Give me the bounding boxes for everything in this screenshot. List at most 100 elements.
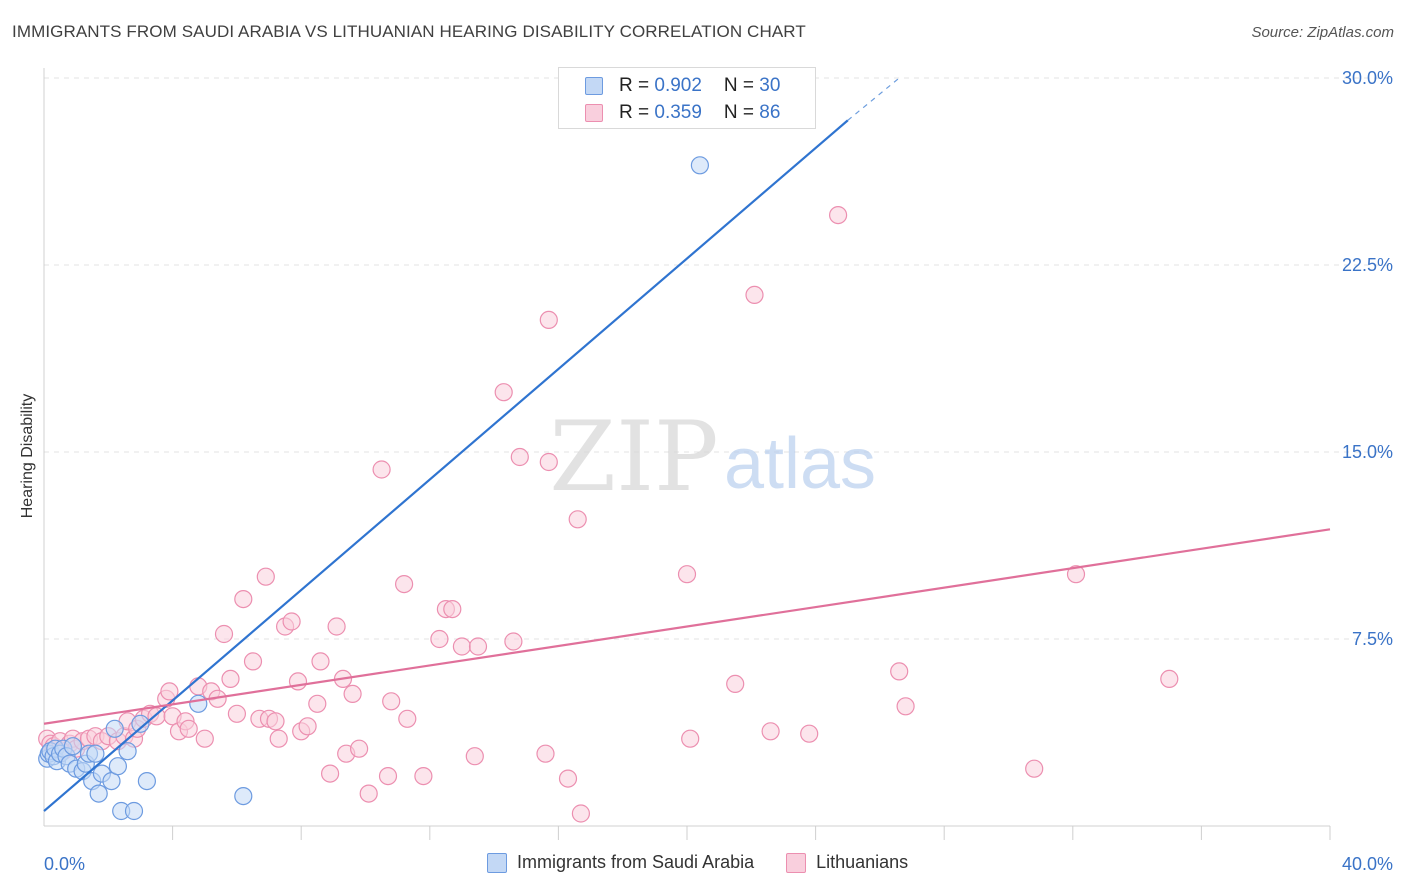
- gridlines: [44, 77, 1394, 640]
- y-tick-label-2: 22.5%: [1342, 255, 1393, 275]
- legend-swatch-pink: [585, 104, 603, 122]
- lithuanians-point-71: [539, 310, 558, 329]
- lithuanians-point-33: [227, 704, 246, 723]
- saudi-arabia-point-26: [131, 714, 150, 733]
- axes: [43, 68, 1331, 840]
- lithuanians-point-78: [726, 674, 745, 694]
- lithuanians-point-66: [468, 637, 488, 656]
- legend-item-saudi-arabia: Immigrants from Saudi Arabia: [487, 852, 754, 873]
- lithuanians-point-57: [382, 692, 401, 711]
- y-tick-label-1: 15.0%: [1342, 442, 1393, 462]
- lithuanians-point-34: [234, 589, 253, 609]
- lithuanians-point-48: [321, 764, 340, 783]
- lithuanians-point-54: [359, 784, 378, 803]
- lithuanians-point-83: [890, 662, 909, 681]
- lithuanians-point-72: [539, 452, 558, 472]
- lithuanians-point-28: [195, 729, 214, 748]
- saudi-arabia-point-27: [189, 694, 208, 713]
- lithuanians-point-47: [311, 652, 330, 671]
- lithuanians-point-74: [568, 510, 587, 529]
- lithuanians-point-59: [398, 709, 417, 728]
- trend-line-saudi-arabia-extension: [847, 77, 900, 121]
- lithuanians-point-39: [266, 712, 285, 731]
- n-value-pink: 86: [759, 102, 781, 123]
- lithuanians-point-56: [378, 766, 398, 786]
- lithuanians-point-52: [343, 684, 362, 704]
- lithuanians-point-46: [308, 694, 327, 713]
- lithuanians-point-61: [430, 629, 449, 649]
- lithuanians-point-81: [800, 724, 819, 743]
- trend-line-saudi-arabia: [43, 119, 849, 812]
- watermark-zip: ZIP: [549, 401, 718, 513]
- tick-labels: 7.5% 15.0% 22.5% 30.0% 0.0% 40.0%: [44, 68, 1393, 874]
- x-tick-label-min: 0.0%: [44, 854, 85, 874]
- source-label: Source: ZipAtlas.com: [1251, 24, 1394, 41]
- lithuanians-point-85: [1025, 759, 1044, 778]
- saudi-arabia-point-28: [234, 786, 253, 806]
- lithuanians-point-35: [243, 652, 263, 671]
- lithuanians-point-58: [395, 574, 414, 594]
- lithuanians-point-22: [160, 682, 179, 701]
- legend-swatch-blue: [487, 852, 507, 873]
- saudi-arabia-point-21: [89, 784, 108, 803]
- legend-stats-blue: R = 0.902 N = 30: [619, 75, 780, 97]
- lithuanians-point-49: [327, 617, 346, 636]
- r-value-pink: 0.359: [654, 102, 702, 123]
- lithuanians-point-65: [465, 747, 484, 766]
- n-label: N =: [723, 75, 760, 96]
- lithuanians-point-45: [298, 717, 317, 736]
- lithuanians-point-68: [504, 632, 523, 651]
- saudi-arabia-point-20: [108, 757, 128, 776]
- saudi-arabia-point-16: [86, 744, 105, 763]
- x-tick-label-max: 40.0%: [1342, 854, 1393, 874]
- lithuanians-point-73: [558, 769, 578, 788]
- legend-stats-pink: R = 0.359 N = 86: [619, 102, 780, 124]
- lithuanians-point-87: [1160, 669, 1179, 689]
- correlation-legend: R = 0.902 N = 30 R = 0.359 N = 86: [558, 67, 816, 129]
- r-label: R =: [619, 102, 655, 123]
- lithuanians-point-32: [214, 624, 234, 644]
- watermark: ZIP atlas: [549, 401, 876, 513]
- series-legend: Immigrants from Saudi Arabia Lithuanians: [487, 852, 940, 873]
- lithuanians-point-53: [350, 739, 369, 758]
- lithuanians-point-42: [282, 612, 301, 631]
- lithuanians-point-26: [179, 719, 198, 738]
- chart-title: IMMIGRANTS FROM SAUDI ARABIA VS LITHUANI…: [12, 22, 806, 41]
- lithuanians-point-31: [221, 669, 240, 689]
- legend-label-lithuanians: Lithuanians: [816, 852, 909, 872]
- legend-swatch-blue: [585, 77, 603, 95]
- saudi-arabia-point-29: [690, 156, 710, 175]
- lithuanians-point-55: [372, 460, 391, 479]
- lithuanians-point-60: [414, 766, 433, 786]
- saudi-arabia-point-24: [118, 742, 137, 761]
- lithuanians-point-76: [681, 729, 700, 748]
- lithuanians-point-82: [828, 206, 848, 225]
- lithuanians-point-37: [256, 567, 275, 586]
- lithuanians-point-75: [571, 804, 591, 823]
- legend-label-saudi-arabia: Immigrants from Saudi Arabia: [517, 852, 755, 872]
- y-tick-label-3: 30.0%: [1342, 68, 1393, 88]
- series-lithuanians: [38, 206, 1179, 823]
- watermark-atlas: atlas: [724, 424, 876, 504]
- r-value-blue: 0.902: [654, 75, 702, 96]
- legend-swatch-pink: [786, 852, 807, 873]
- legend-item-lithuanians: Lithuanians: [786, 852, 908, 873]
- lithuanians-point-64: [452, 637, 471, 656]
- lithuanians-point-63: [443, 599, 462, 619]
- y-tick-label-0: 7.5%: [1352, 629, 1393, 649]
- saudi-arabia-point-25: [137, 771, 156, 791]
- trend-line-lithuanians: [43, 528, 1331, 725]
- lithuanians-point-67: [494, 383, 513, 402]
- lithuanians-point-84: [896, 697, 915, 716]
- lithuanians-point-69: [510, 447, 529, 467]
- lithuanians-point-77: [677, 565, 697, 584]
- saudi-arabia-point-19: [105, 719, 124, 738]
- lithuanians-point-86: [1066, 565, 1086, 584]
- lithuanians-point-40: [269, 729, 288, 748]
- series-saudi-arabia: [38, 156, 710, 821]
- r-label: R =: [619, 75, 655, 96]
- lithuanians-point-79: [745, 285, 764, 304]
- saudi-arabia-point-23: [124, 801, 144, 821]
- n-label: N =: [723, 102, 760, 123]
